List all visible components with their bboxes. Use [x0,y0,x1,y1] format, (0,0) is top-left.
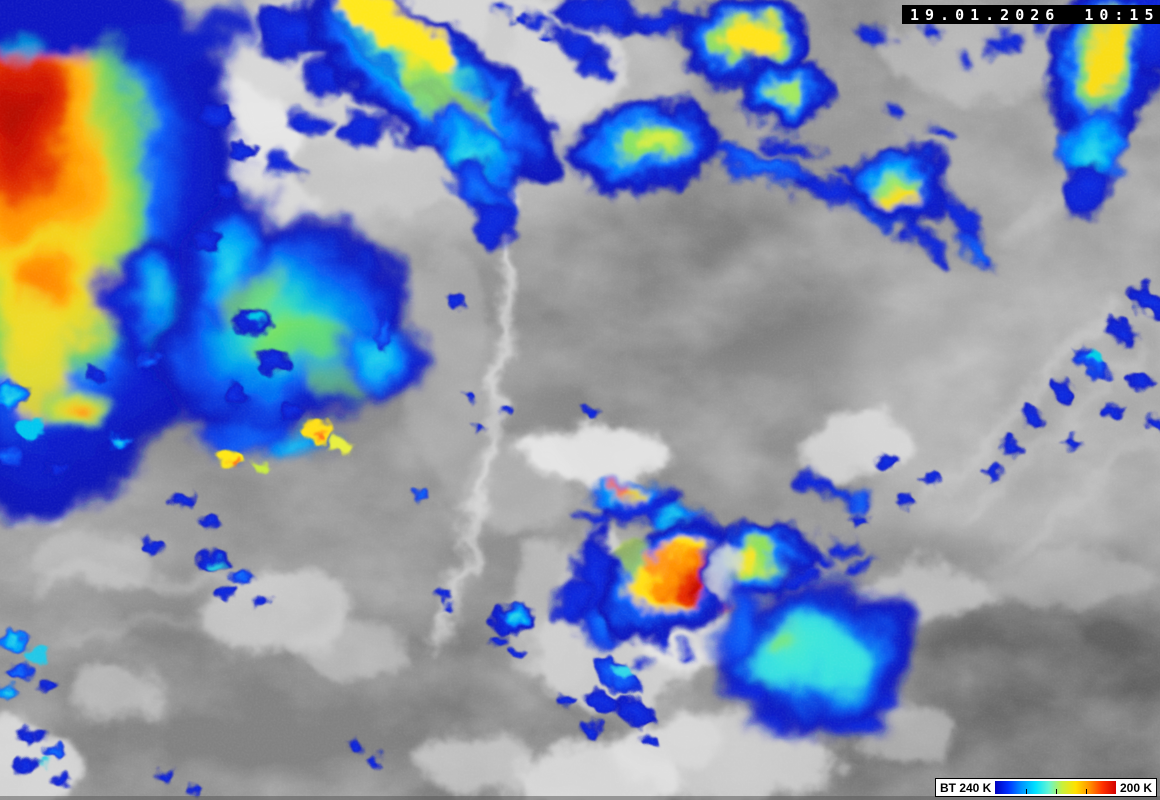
timestamp-overlay: 19.01.2026 10:15 [902,5,1160,24]
colorbar-gradient [995,781,1116,794]
colorbar-tick [1055,789,1057,794]
timestamp-text: 19.01.2026 10:15 [910,5,1160,24]
colorbar-min-label: BT 240 K [940,780,992,795]
colorbar-tick [1025,789,1027,794]
bottom-edge-shade [0,796,1160,800]
colorbar-max-label: 200 K [1119,780,1152,795]
colorbar-legend: BT 240 K 200 K [935,778,1157,797]
colorbar-tick [1085,789,1087,794]
